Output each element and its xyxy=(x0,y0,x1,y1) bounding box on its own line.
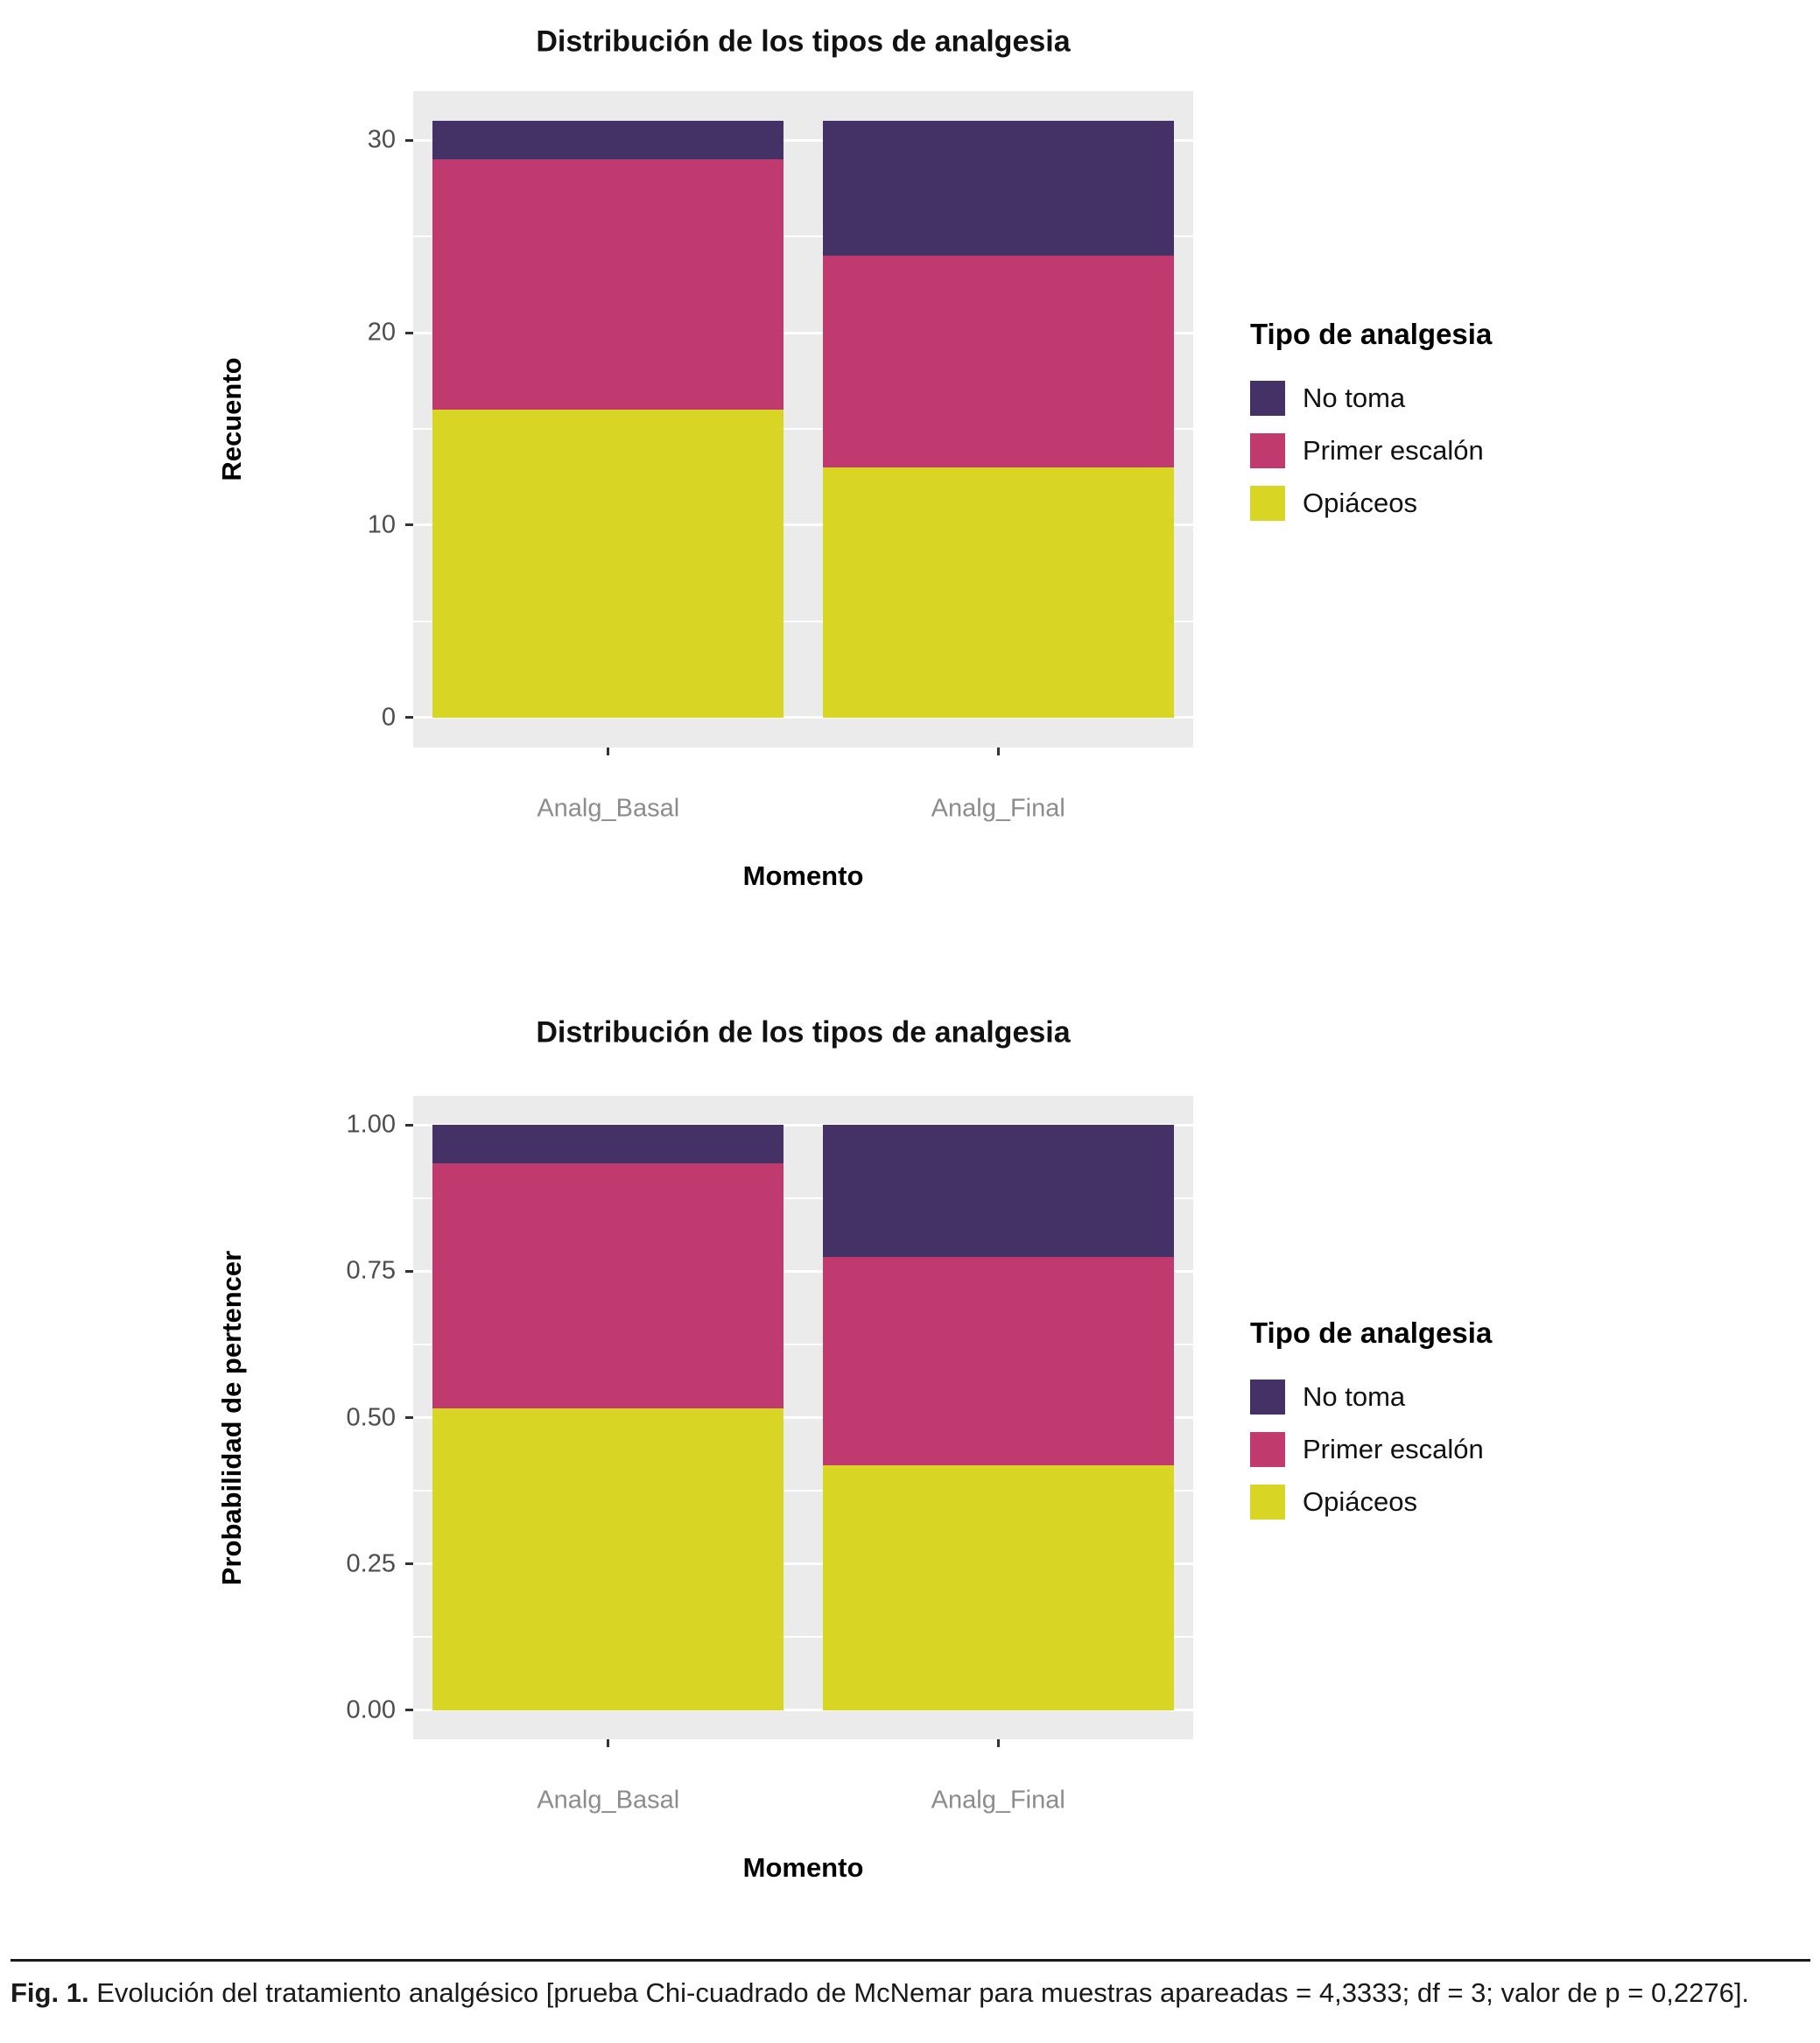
x-tick-label: Analg_Final xyxy=(931,1786,1065,1815)
x-tick-mark xyxy=(607,748,610,755)
legend-swatch-0 xyxy=(1250,1379,1285,1415)
y-tick-label: 0 xyxy=(381,703,396,732)
legend-label: Primer escalón xyxy=(1303,1433,1484,1464)
bar-segment-1-2 xyxy=(822,1125,1174,1258)
minor-gridline xyxy=(413,428,1193,430)
y-tick-mark xyxy=(405,1269,413,1273)
y-tick-mark xyxy=(405,523,413,527)
legend-label: Primer escalón xyxy=(1303,435,1484,466)
x-tick-label: Analg_Basal xyxy=(537,794,680,823)
legend-title: Tipo de analgesia xyxy=(1250,318,1493,350)
y-axis-title: Recuento xyxy=(216,357,247,481)
y-tick-label: 0.50 xyxy=(346,1403,396,1431)
y-tick-label: 20 xyxy=(367,318,396,347)
x-tick-label: Analg_Basal xyxy=(537,1786,680,1815)
minor-gridline xyxy=(413,235,1193,237)
bar-segment-0-2 xyxy=(432,121,784,160)
legend-label: Opiáceos xyxy=(1303,488,1417,518)
bar-segment-1-0 xyxy=(822,467,1174,718)
figure-caption: Fig. 1. Evolución del tratamiento analgé… xyxy=(11,1959,1810,2012)
bar-segment-1-2 xyxy=(822,121,1174,256)
caption-label: Fig. 1. xyxy=(11,1977,89,2008)
y-tick-mark xyxy=(405,331,413,334)
major-gridline xyxy=(413,1562,1193,1566)
y-tick-mark xyxy=(405,1709,413,1712)
y-tick-label: 0.75 xyxy=(346,1256,396,1285)
x-axis-title: Momento xyxy=(742,860,864,891)
legend-title: Tipo de analgesia xyxy=(1250,1316,1493,1349)
x-tick-label: Analg_Final xyxy=(931,794,1065,823)
legend-label: Opiáceos xyxy=(1303,1485,1417,1517)
minor-gridline xyxy=(413,1490,1193,1492)
bar-segment-0-2 xyxy=(432,1125,784,1163)
legend-swatch-1 xyxy=(1250,1431,1285,1467)
major-gridline xyxy=(413,138,1193,142)
legend-swatch-1 xyxy=(1250,433,1285,468)
y-tick-mark xyxy=(405,1562,413,1566)
legend-swatch-0 xyxy=(1250,381,1285,416)
minor-gridline xyxy=(413,621,1193,622)
legend-swatch-2 xyxy=(1250,1484,1285,1520)
x-tick-mark xyxy=(996,748,1000,755)
y-tick-label: 0.25 xyxy=(346,1549,396,1578)
caption-body: Evolución del tratamiento analgésico [pr… xyxy=(96,1977,1750,2008)
y-tick-label: 1.00 xyxy=(346,1110,396,1139)
bar-segment-0-1 xyxy=(432,1162,784,1408)
chart-title: Distribución de los tipos de analgesia xyxy=(536,25,1071,59)
legend-swatch-2 xyxy=(1250,486,1285,521)
legend-label: No toma xyxy=(1303,1380,1406,1412)
bar-segment-0-0 xyxy=(432,1408,784,1710)
y-tick-mark xyxy=(405,138,413,142)
bar-segment-0-0 xyxy=(432,410,784,718)
major-gridline xyxy=(413,1269,1193,1273)
x-tick-mark xyxy=(607,1739,610,1747)
minor-gridline xyxy=(413,1197,1193,1199)
bar-segment-0-1 xyxy=(432,159,784,410)
bar-segment-1-0 xyxy=(822,1464,1174,1710)
y-tick-label: 0.00 xyxy=(346,1695,396,1724)
bar-segment-1-1 xyxy=(822,1257,1174,1465)
y-tick-label: 30 xyxy=(367,125,396,154)
x-tick-mark xyxy=(996,1739,1000,1747)
bar-segment-1-1 xyxy=(822,256,1174,467)
major-gridline xyxy=(413,331,1193,334)
chart-title: Distribución de los tipos de analgesia xyxy=(536,1015,1071,1050)
x-axis-title: Momento xyxy=(742,1852,864,1883)
y-tick-mark xyxy=(405,1416,413,1419)
y-tick-label: 10 xyxy=(367,510,396,539)
minor-gridline xyxy=(413,1344,1193,1345)
y-tick-mark xyxy=(405,1123,413,1127)
major-gridline xyxy=(413,523,1193,527)
major-gridline xyxy=(413,1709,1193,1712)
legend-label: No toma xyxy=(1303,383,1406,413)
major-gridline xyxy=(413,716,1193,720)
minor-gridline xyxy=(413,1636,1193,1638)
y-tick-mark xyxy=(405,716,413,720)
y-axis-title: Probabilidad de pertencer xyxy=(216,1250,247,1585)
caption-text: Fig. 1. Evolución del tratamiento analgé… xyxy=(11,1974,1810,2012)
major-gridline xyxy=(413,1416,1193,1419)
caption-divider xyxy=(11,1959,1810,1962)
major-gridline xyxy=(413,1123,1193,1127)
